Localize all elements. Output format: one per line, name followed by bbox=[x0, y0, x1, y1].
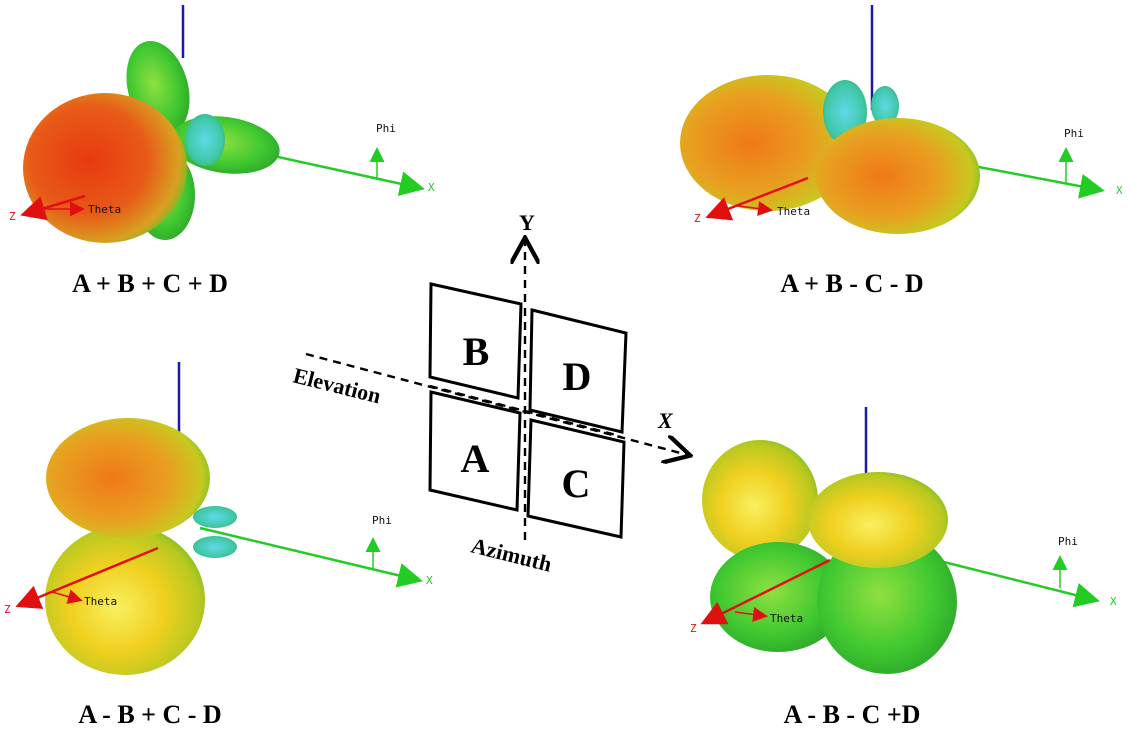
z-axis bbox=[700, 558, 831, 625]
side-lobe bbox=[193, 506, 237, 528]
phi-label: Phi bbox=[1064, 127, 1084, 140]
z-axis bbox=[20, 194, 86, 221]
z-axis bbox=[705, 176, 809, 221]
pattern-plot-elevation-difference: Phi Theta X Z A + B - C - D bbox=[680, 5, 1123, 298]
z-axis-label: Z bbox=[9, 210, 16, 223]
quadrant-d-label: D bbox=[563, 354, 592, 399]
pattern-plot-azimuth-difference: Phi Theta X Z A - B + C - D bbox=[4, 362, 433, 729]
side-lobe bbox=[871, 86, 899, 126]
z-axis-label: Z bbox=[690, 622, 697, 635]
x-axis-label: X bbox=[1116, 184, 1123, 197]
y-axis-label: Y bbox=[519, 210, 535, 235]
main-lobe bbox=[46, 418, 210, 538]
phi-label: Phi bbox=[1058, 535, 1078, 548]
x-axis-label: X bbox=[428, 181, 435, 194]
x-axis-label: X bbox=[1110, 595, 1117, 608]
theta-label: Theta bbox=[770, 612, 803, 625]
quadrant-d bbox=[528, 308, 628, 434]
elevation-label: Elevation bbox=[291, 363, 384, 409]
plot-caption: A - B - C +D bbox=[784, 700, 921, 729]
main-lobe bbox=[817, 530, 957, 674]
z-axis-label: Z bbox=[4, 603, 11, 616]
quadrant-b bbox=[428, 282, 523, 400]
x-axis bbox=[919, 554, 1100, 608]
x-axis-label: X bbox=[657, 408, 674, 433]
pattern-plot-sum: Phi Theta X Z A + B + C + D bbox=[9, 5, 435, 298]
theta-arrow bbox=[737, 201, 773, 216]
x-axis-dashed bbox=[305, 352, 688, 455]
main-lobe bbox=[680, 75, 856, 211]
plot-caption: A + B + C + D bbox=[72, 269, 228, 298]
quadrant-c-label: C bbox=[562, 461, 591, 506]
array-quadrant-diagram: B D A C Y X Elevation Azimuth bbox=[291, 210, 688, 577]
plot-caption: A - B + C - D bbox=[78, 700, 221, 729]
theta-label: Theta bbox=[777, 205, 810, 218]
plot-caption: A + B - C - D bbox=[780, 269, 923, 298]
phi-label: Phi bbox=[372, 514, 392, 527]
quadrant-a bbox=[428, 390, 522, 512]
side-lobe bbox=[193, 536, 237, 558]
theta-label: Theta bbox=[84, 595, 117, 608]
main-lobe bbox=[23, 93, 187, 243]
x-axis-label: X bbox=[426, 574, 433, 587]
pattern-plot-diagonal-difference: Phi Theta X Z A - B - C +D bbox=[690, 407, 1117, 729]
quadrant-a-label: A bbox=[461, 436, 490, 481]
side-lobe bbox=[185, 114, 225, 166]
theta-arrow bbox=[51, 589, 83, 604]
theta-label: Theta bbox=[88, 203, 121, 216]
z-axis bbox=[15, 546, 159, 609]
azimuth-label: Azimuth bbox=[469, 533, 555, 577]
main-lobe bbox=[808, 472, 948, 568]
main-lobe bbox=[45, 525, 205, 675]
quadrant-c bbox=[526, 418, 626, 539]
main-lobe bbox=[816, 118, 980, 234]
quadrant-b-label: B bbox=[463, 329, 490, 374]
x-axis bbox=[199, 526, 423, 588]
phi-label: Phi bbox=[376, 122, 396, 135]
elevation-seam-dashed bbox=[429, 384, 621, 438]
side-lobe bbox=[702, 440, 818, 560]
z-axis-label: Z bbox=[694, 212, 701, 225]
theta-arrow bbox=[734, 606, 768, 622]
